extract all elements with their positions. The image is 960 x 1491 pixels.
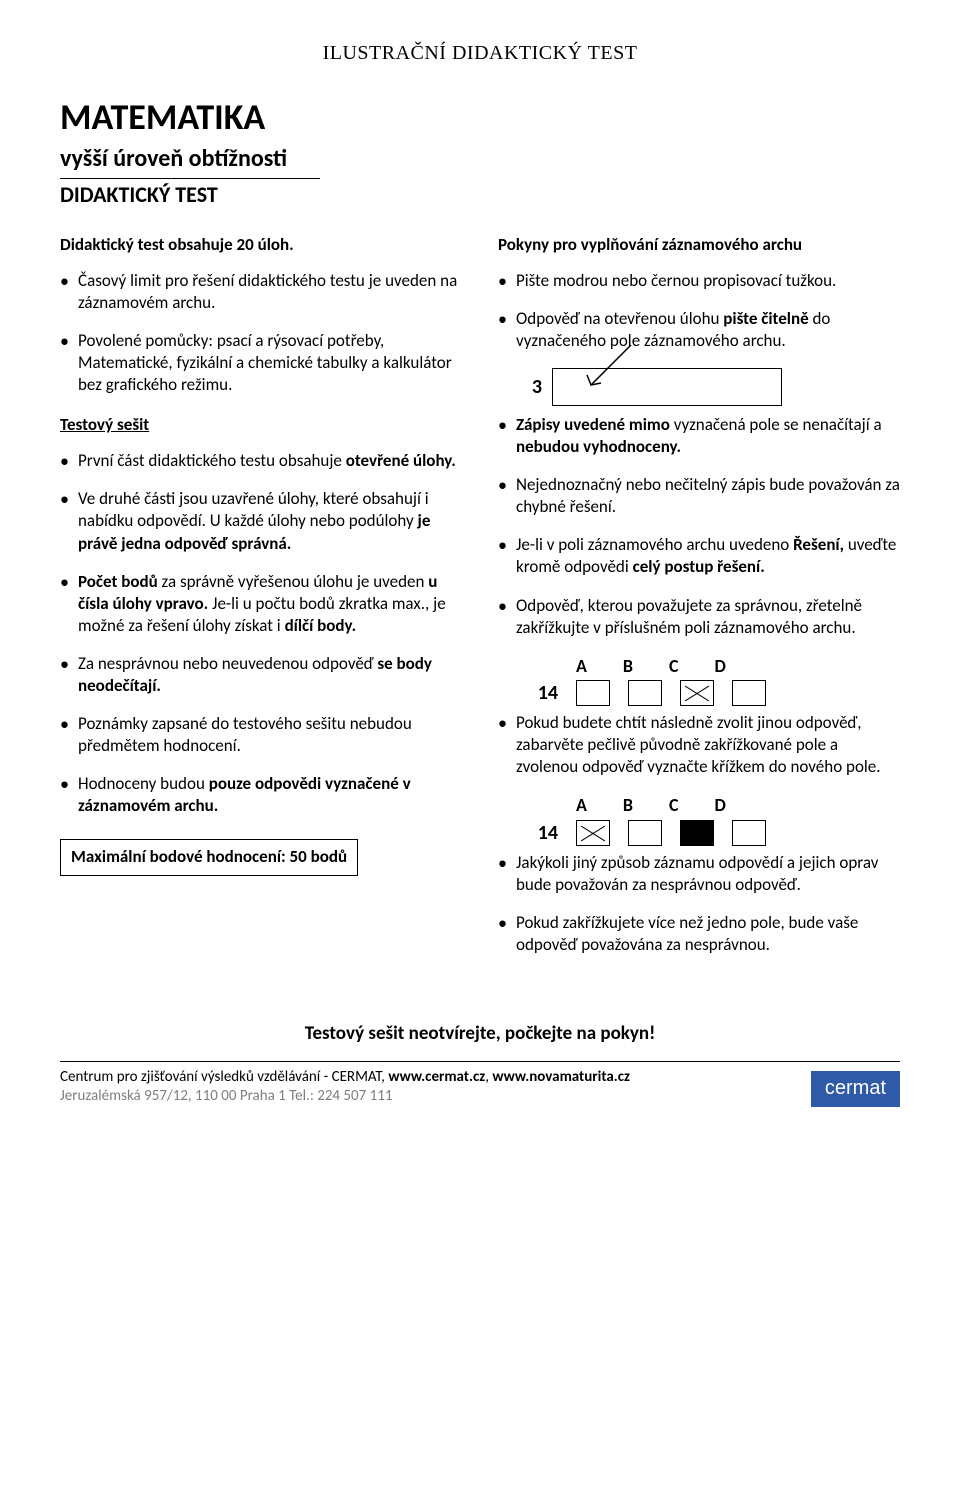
label-a: A [576, 655, 587, 678]
left-lead: Didaktický test obsahuje 20 úloh. [60, 234, 462, 256]
footer-divider [60, 1061, 900, 1062]
max-score-box: Maximální bodové hodnocení: 50 bodů [60, 839, 358, 875]
abcd-example-1: A B C D 14 [532, 655, 900, 706]
left-column: Didaktický test obsahuje 20 úloh. Časový… [60, 234, 462, 973]
cell-a [576, 680, 610, 706]
cermat-badge: cermat [811, 1071, 900, 1107]
example-number-14a: 14 [532, 680, 558, 706]
cell-c-crossed [680, 680, 714, 706]
list-item: Počet bodů za správně vyřešenou úlohu je… [60, 571, 462, 637]
list-item: Hodnoceny budou pouze odpovědi vyznačené… [60, 773, 462, 817]
footer: Centrum pro zjišťování výsledků vzdělává… [60, 1068, 900, 1107]
list-item: Časový limit pro řešení didaktického tes… [60, 270, 462, 314]
list-item: Ve druhé části jsou uzavřené úlohy, kter… [60, 488, 462, 554]
cell-c-filled [680, 820, 714, 846]
label-d: D [715, 655, 726, 678]
two-column-layout: Didaktický test obsahuje 20 úloh. Časový… [60, 234, 900, 973]
main-title: MATEMATIKA [60, 94, 900, 141]
right-change-list: Pokud budete chtít následně zvolit jinou… [498, 712, 900, 778]
list-item: Pište modrou nebo černou propisovací tuž… [498, 270, 900, 292]
page-top-title: ILUSTRAČNÍ DIDAKTICKÝ TEST [60, 40, 900, 66]
list-item: První část didaktického testu obsahuje o… [60, 450, 462, 472]
subtitle-level: vyšší úroveň obtížnosti [60, 143, 900, 174]
right-column: Pokyny pro vyplňování záznamového archu … [498, 234, 900, 973]
example-number-3: 3 [518, 374, 542, 400]
cell-d [732, 680, 766, 706]
footer-text: Centrum pro zjišťování výsledků vzdělává… [60, 1068, 630, 1107]
list-item: Za nesprávnou nebo neuvedenou odpověď se… [60, 653, 462, 697]
list-item: Poznámky zapsané do testového sešitu neb… [60, 713, 462, 757]
right-tail-list: Jakýkoli jiný způsob záznamu odpovědí a … [498, 852, 900, 956]
list-item: Je-li v poli záznamového archu uvedeno Ř… [498, 534, 900, 578]
subtitle-testtype: DIDAKTICKÝ TEST [60, 181, 900, 210]
abcd-row: 14 [532, 680, 900, 706]
left-intro-list: Časový limit pro řešení didaktického tes… [60, 270, 462, 396]
arrow-icon [573, 345, 643, 403]
label-c: C [669, 794, 679, 817]
cell-b [628, 820, 662, 846]
label-d: D [715, 794, 726, 817]
abcd-example-2: A B C D 14 [532, 794, 900, 845]
example-number-14b: 14 [532, 820, 558, 846]
abcd-labels: A B C D [576, 794, 900, 817]
right-mid-list: Zápisy uvedené mimo vyznačená pole se ne… [498, 414, 900, 639]
footer-org: Centrum pro zjišťování výsledků vzdělává… [60, 1068, 388, 1086]
open-answer-example: 3 [518, 368, 900, 406]
footer-address: Jeruzalémská 957/12, 110 00 Praha 1 Tel.… [60, 1087, 392, 1105]
label-b: B [623, 794, 633, 817]
list-item: Odpověď, kterou považujete za správnou, … [498, 595, 900, 639]
cell-a-crossed [576, 820, 610, 846]
cell-d [732, 820, 766, 846]
left-sesit-list: První část didaktického testu obsahuje o… [60, 450, 462, 817]
list-item: Povolené pomůcky: psací a rýsovací potře… [60, 330, 462, 396]
title-divider [60, 178, 320, 179]
final-instruction: Testový sešit neotvírejte, počkejte na p… [60, 1022, 900, 1047]
footer-url2: www.novamaturita.cz [492, 1068, 630, 1086]
label-a: A [576, 794, 587, 817]
cell-b [628, 680, 662, 706]
list-item: Nejednoznačný nebo nečitelný zápis bude … [498, 474, 900, 518]
list-item: Pokud budete chtít následně zvolit jinou… [498, 712, 900, 778]
label-c: C [669, 655, 679, 678]
list-item: Pokud zakřížkujete více než jedno pole, … [498, 912, 900, 956]
abcd-labels: A B C D [576, 655, 900, 678]
footer-url1: www.cermat.cz [388, 1068, 485, 1086]
left-section-head: Testový sešit [60, 414, 462, 436]
list-item: Jakýkoli jiný způsob záznamu odpovědí a … [498, 852, 900, 896]
label-b: B [623, 655, 633, 678]
right-top-list: Pište modrou nebo černou propisovací tuž… [498, 270, 900, 352]
abcd-row: 14 [532, 820, 900, 846]
right-section-head: Pokyny pro vyplňování záznamového archu [498, 234, 900, 256]
list-item: Odpověď na otevřenou úlohu pište čitelně… [498, 308, 900, 352]
list-item: Zápisy uvedené mimo vyznačená pole se ne… [498, 414, 900, 458]
open-answer-box [552, 368, 782, 406]
